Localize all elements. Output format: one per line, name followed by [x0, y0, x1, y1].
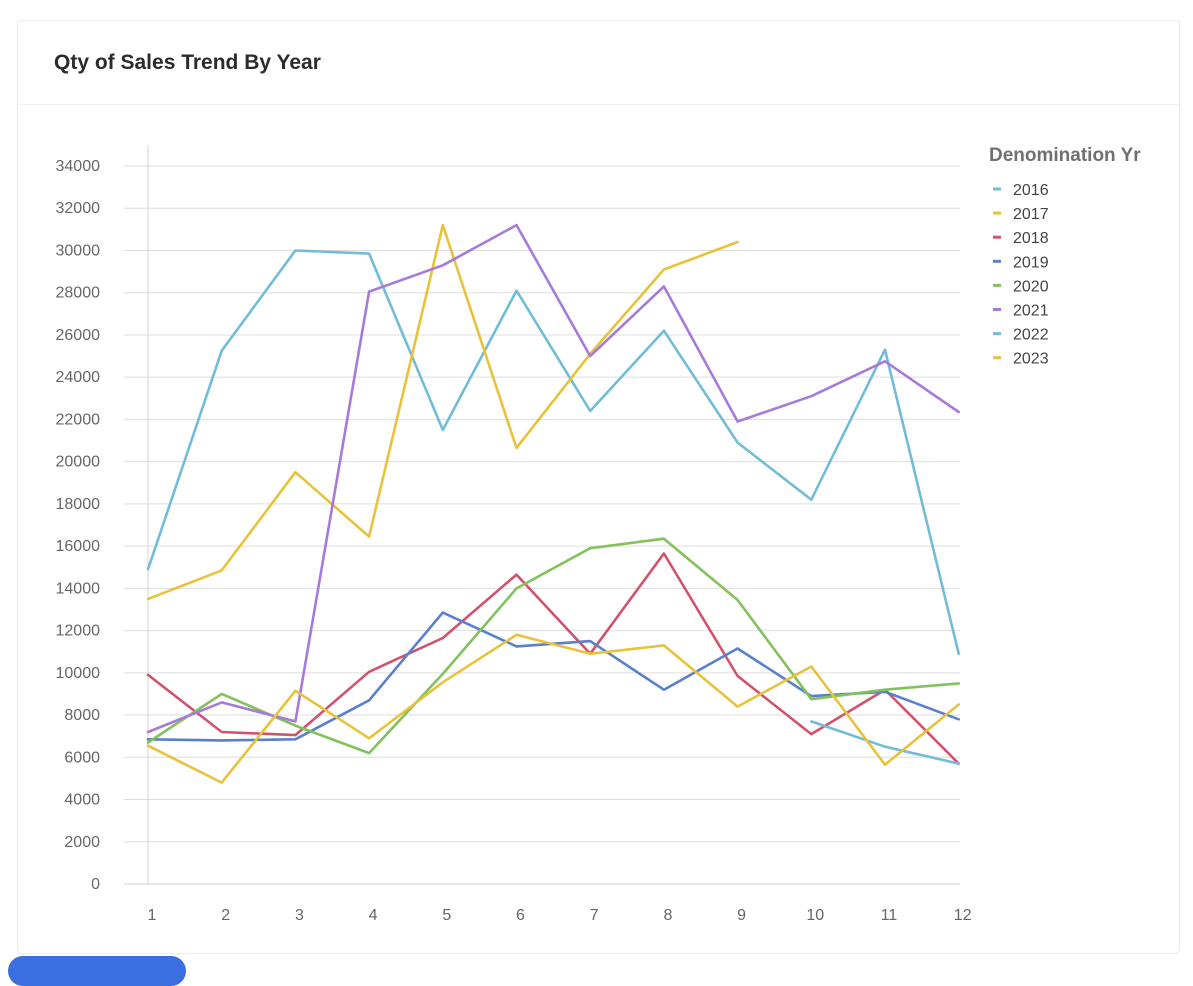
y-tick-label: 32000	[56, 200, 101, 217]
x-tick-label: 2	[221, 907, 230, 924]
y-tick-label: 14000	[56, 580, 101, 597]
series-line-2018	[146, 552, 961, 765]
x-tick-label: 12	[954, 907, 972, 924]
legend-item-label[interactable]: 2023	[1013, 351, 1049, 368]
y-tick-label: 28000	[56, 285, 101, 302]
chart-card: Qty of Sales Trend By Year	[17, 20, 1180, 954]
series-line-2016	[146, 249, 961, 656]
y-tick-label: 0	[91, 876, 100, 893]
x-tick-label: 5	[442, 907, 451, 924]
gridlines	[124, 165, 960, 885]
floating-action-button[interactable]	[8, 956, 186, 986]
y-tick-label: 2000	[64, 834, 100, 851]
legend[interactable]: Denomination Yr 2016 2017 2018 2019 2020 2021 2…	[989, 145, 1141, 368]
x-tick-label: 7	[590, 907, 599, 924]
y-tick-label: 12000	[56, 623, 101, 640]
series-line-2021	[146, 223, 961, 734]
y-tick-label: 16000	[56, 538, 101, 555]
y-tick-label: 26000	[56, 327, 101, 344]
y-tick-label: 18000	[56, 496, 101, 513]
legend-item-label[interactable]: 2019	[1013, 254, 1049, 271]
legend-item-label[interactable]: 2020	[1013, 278, 1049, 295]
y-tick-label: 6000	[64, 749, 100, 766]
x-tick-label: 6	[516, 907, 525, 924]
legend-item-label[interactable]: 2021	[1013, 303, 1049, 320]
y-tick-label: 34000	[56, 158, 101, 175]
x-tick-label: 4	[369, 907, 378, 924]
series-line-2023	[146, 633, 961, 784]
y-tick-label: 22000	[56, 411, 101, 428]
card-header: Qty of Sales Trend By Year	[18, 21, 1179, 105]
series-line-2017	[146, 223, 739, 601]
series-lines	[146, 223, 961, 784]
y-tick-label: 30000	[56, 242, 101, 259]
x-tick-label: 11	[881, 907, 898, 924]
y-tick-label: 4000	[64, 792, 100, 809]
card-title: Qty of Sales Trend By Year	[54, 50, 321, 74]
series-line-2022	[809, 720, 961, 765]
y-tick-label: 20000	[56, 454, 101, 471]
x-tick-label: 3	[295, 907, 304, 924]
axes: 0 2000 4000 6000 8000 10000 12000 14000 16000 180…	[56, 145, 972, 924]
legend-item-label[interactable]: 2017	[1013, 206, 1049, 223]
legend-title: Denomination Yr	[989, 145, 1141, 166]
x-tick-label: 8	[663, 907, 672, 924]
y-tick-label: 10000	[56, 665, 101, 682]
x-tick-label: 10	[806, 907, 824, 924]
series-line-2020	[146, 537, 961, 755]
x-tick-label: 1	[148, 907, 157, 924]
legend-item-label[interactable]: 2022	[1013, 327, 1049, 344]
x-tick-label: 9	[737, 907, 746, 924]
line-chart: 0 2000 4000 6000 8000 10000 12000 14000 16000 180…	[56, 145, 1141, 924]
legend-item-label[interactable]: 2018	[1013, 230, 1049, 247]
legend-item-label[interactable]: 2016	[1013, 182, 1049, 199]
y-tick-label: 8000	[64, 707, 100, 724]
y-tick-label: 24000	[56, 369, 101, 386]
